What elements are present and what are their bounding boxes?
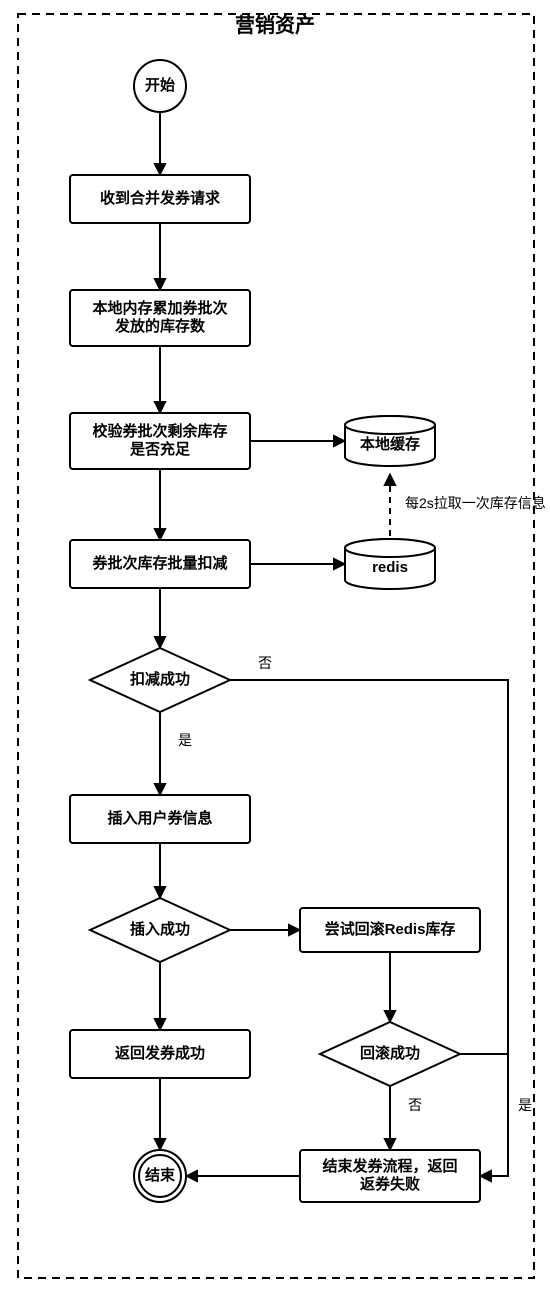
node-start: 开始 xyxy=(134,60,186,112)
svg-text:redis: redis xyxy=(372,559,408,576)
svg-text:开始: 开始 xyxy=(145,76,175,94)
node-n5: 插入用户券信息 xyxy=(70,795,250,843)
svg-text:尝试回滚Redis库存: 尝试回滚Redis库存 xyxy=(325,920,456,938)
node-d1: 扣减成功 xyxy=(90,648,230,712)
svg-text:扣减成功: 扣减成功 xyxy=(130,670,190,688)
svg-text:收到合并发券请求: 收到合并发券请求 xyxy=(100,189,221,207)
node-n3: 校验券批次剩余库存是否充足 xyxy=(70,413,250,469)
svg-text:插入用户券信息: 插入用户券信息 xyxy=(107,809,212,827)
edge-label-e-d1-n5: 是 xyxy=(178,732,192,748)
nodes-layer: 开始收到合并发券请求本地内存累加券批次发放的库存数校验券批次剩余库存是否充足券批… xyxy=(70,60,480,1202)
svg-text:结束: 结束 xyxy=(145,1166,176,1184)
diagram-title: 营销资产 xyxy=(235,13,315,37)
svg-text:券批次库存批量扣减: 券批次库存批量扣减 xyxy=(92,554,227,572)
node-redis: redis xyxy=(345,539,435,589)
node-end: 结束 xyxy=(134,1150,186,1202)
node-cache: 本地缓存 xyxy=(345,416,435,466)
edge-label-e-redis-cache: 每2s拉取一次库存信息 xyxy=(405,495,546,511)
edge-label-e-d1-no: 否 xyxy=(258,655,272,671)
node-n8: 结束发券流程，返回返券失败 xyxy=(300,1150,480,1202)
node-d3: 回滚成功 xyxy=(320,1022,460,1086)
svg-text:插入成功: 插入成功 xyxy=(130,920,190,938)
node-n2: 本地内存累加券批次发放的库存数 xyxy=(70,290,250,346)
node-n6: 返回发券成功 xyxy=(70,1030,250,1078)
edges-layer xyxy=(160,112,508,1176)
svg-text:本地缓存: 本地缓存 xyxy=(360,435,420,453)
node-n7: 尝试回滚Redis库存 xyxy=(300,908,480,952)
edge-label-e-d3-yes: 是 xyxy=(518,1097,532,1113)
flowchart-canvas: 营销资产 开始收到合并发券请求本地内存累加券批次发放的库存数校验券批次剩余库存是… xyxy=(0,0,550,1290)
node-n4: 券批次库存批量扣减 xyxy=(70,540,250,588)
node-n1: 收到合并发券请求 xyxy=(70,175,250,223)
svg-text:返回发券成功: 返回发券成功 xyxy=(115,1044,205,1062)
svg-text:回滚成功: 回滚成功 xyxy=(360,1044,420,1062)
edge-label-e-d3-n8: 否 xyxy=(408,1097,422,1113)
node-d2: 插入成功 xyxy=(90,898,230,962)
